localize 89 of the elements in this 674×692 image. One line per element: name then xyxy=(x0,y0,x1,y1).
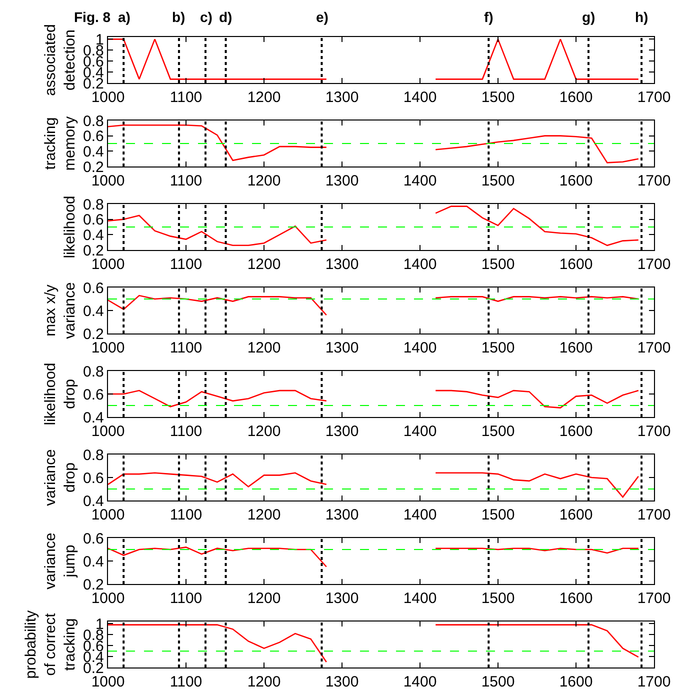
x-tick-label: 1200 xyxy=(247,256,281,274)
x-tick-label: 1300 xyxy=(325,256,359,274)
ref-line-label: f) xyxy=(484,9,494,25)
x-tick-label: 1600 xyxy=(559,256,593,274)
x-tick-label: 1600 xyxy=(559,172,593,190)
y-tick-label: 0.6 xyxy=(83,128,104,146)
ref-line-label: h) xyxy=(635,9,648,25)
y-axis-title: likelihood xyxy=(61,196,78,258)
y-axis-title: probability of correct tracking xyxy=(22,610,78,679)
ref-line-label: a) xyxy=(118,9,130,25)
y-tick-label: 0.6 xyxy=(83,530,104,548)
x-tick-label: 1300 xyxy=(325,172,359,190)
y-tick-label: 0.6 xyxy=(83,212,104,229)
ref-line-label: e) xyxy=(316,9,328,25)
x-tick-label: 1300 xyxy=(325,506,359,524)
y-axis-title: tracking memory xyxy=(42,116,78,171)
y-tick-label: 0.4 xyxy=(83,302,104,320)
x-tick-label: 1700 xyxy=(637,340,671,357)
ref-line-label: g) xyxy=(582,9,596,25)
x-tick-label: 1600 xyxy=(559,423,593,440)
y-tick-label: 0.4 xyxy=(83,553,104,570)
x-tick-label: 1100 xyxy=(170,256,202,274)
x-tick-label: 1400 xyxy=(403,590,437,608)
x-tick-label: 1200 xyxy=(247,340,281,357)
x-tick-label: 1600 xyxy=(559,89,593,106)
x-tick-label: 1400 xyxy=(403,506,437,524)
y-axis-title: associated detection xyxy=(42,24,78,96)
y-tick-label: 0.4 xyxy=(83,143,104,160)
y-tick-label: 0.6 xyxy=(83,386,104,404)
x-tick-label: 1500 xyxy=(481,423,515,440)
x-tick-label: 1600 xyxy=(559,674,593,691)
x-tick-label: 1500 xyxy=(481,172,515,190)
x-tick-label: 1700 xyxy=(637,506,671,524)
x-tick-label: 1700 xyxy=(637,423,671,440)
x-tick-label: 1200 xyxy=(247,89,281,106)
x-tick-label: 1500 xyxy=(481,506,515,524)
y-tick-label: 0.6 xyxy=(83,280,104,297)
x-tick-label: 1300 xyxy=(325,590,359,608)
x-tick-label: 1000 xyxy=(91,674,125,691)
x-tick-label: 1300 xyxy=(325,423,359,440)
x-tick-label: 1700 xyxy=(637,89,671,106)
x-tick-label: 1500 xyxy=(481,674,515,691)
caption: Fig. 8 xyxy=(74,9,111,25)
x-tick-label: 1500 xyxy=(481,89,515,106)
x-tick-label: 1700 xyxy=(637,256,671,274)
y-tick-label: 0.8 xyxy=(83,196,104,214)
y-axis-title: variance drop xyxy=(42,449,78,506)
x-tick-label: 1100 xyxy=(170,89,202,106)
x-tick-label: 1100 xyxy=(170,340,202,357)
ref-line-label: d) xyxy=(219,9,232,25)
x-tick-label: 1700 xyxy=(637,590,671,608)
y-axis-title: likelihood drop xyxy=(42,362,78,426)
y-tick-label: 0.4 xyxy=(83,226,104,244)
x-tick-label: 1300 xyxy=(325,89,359,106)
x-tick-label: 1200 xyxy=(247,423,281,440)
x-tick-label: 1500 xyxy=(481,590,515,608)
x-tick-label: 1200 xyxy=(247,674,281,691)
x-tick-label: 1400 xyxy=(403,89,437,106)
x-tick-label: 1600 xyxy=(559,590,593,608)
x-tick-label: 1200 xyxy=(247,172,281,190)
y-axis-title: variance jump xyxy=(42,532,78,590)
x-tick-label: 1400 xyxy=(403,674,437,691)
y-tick-label: 0.6 xyxy=(83,470,104,487)
x-tick-label: 1100 xyxy=(170,172,202,190)
ref-line-label: c) xyxy=(200,9,212,25)
x-tick-label: 1000 xyxy=(91,89,125,106)
x-tick-label: 1100 xyxy=(170,674,202,691)
x-tick-label: 1400 xyxy=(403,172,437,190)
x-tick-label: 1200 xyxy=(247,590,281,608)
x-tick-label: 1400 xyxy=(403,256,437,274)
x-tick-label: 1400 xyxy=(403,423,437,440)
x-tick-label: 1500 xyxy=(481,340,515,357)
ref-line-label: b) xyxy=(172,9,186,25)
x-tick-label: 1700 xyxy=(637,674,671,691)
x-tick-label: 1600 xyxy=(559,506,593,524)
x-tick-label: 1100 xyxy=(170,590,202,608)
y-tick-label: 0.8 xyxy=(83,446,104,464)
y-tick-label: 0.8 xyxy=(83,112,104,130)
x-tick-label: 1500 xyxy=(481,256,515,274)
x-tick-label: 1200 xyxy=(247,506,281,524)
x-tick-label: 1700 xyxy=(637,172,671,190)
x-tick-label: 1300 xyxy=(325,340,359,357)
x-tick-label: 1300 xyxy=(325,674,359,691)
x-tick-label: 1100 xyxy=(170,423,202,440)
x-tick-label: 1400 xyxy=(403,340,437,357)
x-tick-label: 1100 xyxy=(170,506,202,524)
y-axis-title: max x/y variance xyxy=(42,282,78,339)
x-tick-label: 1600 xyxy=(559,340,593,357)
y-tick-label: 0.8 xyxy=(83,363,104,380)
